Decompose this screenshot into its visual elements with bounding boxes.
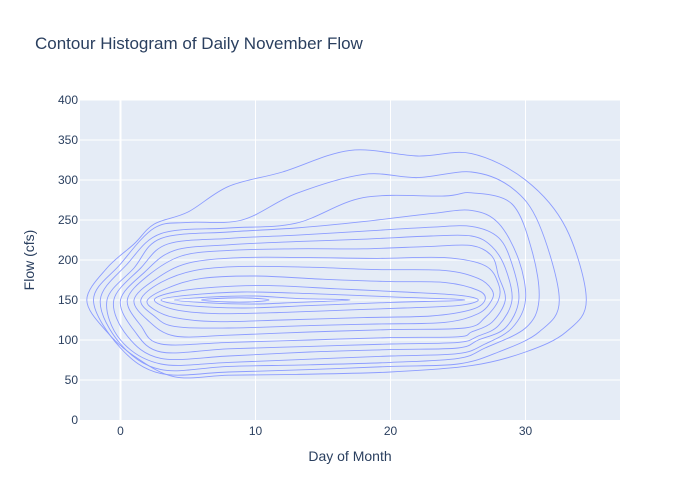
contour-line	[99, 192, 540, 372]
contour-lines	[86, 149, 587, 379]
x-tick-label: 10	[249, 424, 263, 438]
contour-line	[126, 244, 506, 346]
y-tick-label: 250	[58, 213, 78, 227]
y-axis-title: Flow (cfs)	[21, 230, 37, 291]
x-tick-label: 0	[117, 424, 124, 438]
y-tick-label: 350	[58, 133, 78, 147]
contour-line	[174, 295, 351, 305]
y-tick-label: 200	[58, 253, 78, 267]
x-tick-label: 30	[519, 424, 533, 438]
x-tick-label: 20	[384, 424, 398, 438]
y-tick-label: 150	[58, 293, 78, 307]
contour-line	[201, 297, 270, 303]
y-axis-ticks: 0 50 100 150 200 250 300 350 400	[58, 93, 78, 427]
y-tick-label: 300	[58, 173, 78, 187]
contour-line	[140, 265, 494, 329]
contour-line	[119, 234, 513, 354]
y-tick-label: 100	[58, 333, 78, 347]
chart-title: Contour Histogram of Daily November Flow	[35, 34, 363, 53]
contour-line	[112, 225, 520, 361]
contour-line	[93, 171, 560, 376]
y-tick-label: 50	[65, 373, 79, 387]
y-tick-label: 0	[71, 413, 78, 427]
x-axis-ticks: 0 10 20 30	[117, 424, 532, 438]
contour-line	[106, 209, 527, 366]
contour-line	[146, 275, 486, 323]
contour-line	[86, 149, 587, 379]
contour-line	[153, 285, 479, 315]
y-tick-label: 400	[58, 93, 78, 107]
contour-line	[133, 256, 501, 338]
contour-line	[160, 291, 466, 309]
x-axis-title: Day of Month	[308, 448, 391, 464]
